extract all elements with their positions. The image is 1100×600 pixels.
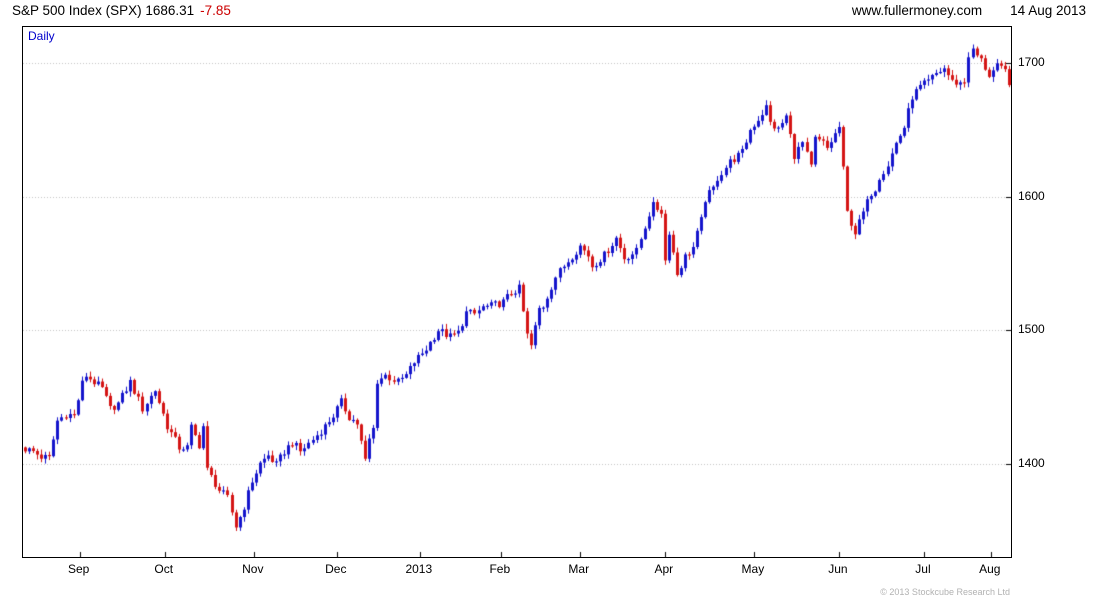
x-axis-label: Oct <box>154 562 174 576</box>
y-axis-label: 1700 <box>1018 55 1045 70</box>
x-axis-label: Sep <box>68 562 90 576</box>
price-change: -7.85 <box>200 3 231 18</box>
chart-date: 14 Aug 2013 <box>1010 3 1086 18</box>
copyright-notice: © 2013 Stockcube Research Ltd <box>880 587 1010 597</box>
x-axis-label: Jul <box>915 562 931 576</box>
x-axis-label: Feb <box>489 562 511 576</box>
title-bar: S&P 500 Index (SPX) 1686.31 -7.85 www.ful… <box>12 3 1086 18</box>
website-url: www.fullermoney.com <box>851 3 983 18</box>
y-axis-label: 1600 <box>1018 188 1045 203</box>
x-axis-label: Mar <box>568 562 590 576</box>
candlestick-canvas <box>23 27 1011 557</box>
x-axis-label: Apr <box>654 562 674 576</box>
plot-area: Daily <box>22 26 1012 558</box>
title-right-group: www.fullermoney.com 14 Aug 2013 <box>852 3 1086 18</box>
x-axis-label: May <box>741 562 765 576</box>
x-axis-label: Dec <box>325 562 347 576</box>
timeframe-label: Daily <box>28 29 55 43</box>
x-axis-label: Jun <box>828 562 848 576</box>
instrument-title-group: S&P 500 Index (SPX) 1686.31 -7.85 <box>12 3 231 18</box>
y-axis-label: 1500 <box>1018 322 1045 337</box>
x-axis-label: 2013 <box>405 562 433 576</box>
x-axis-label: Nov <box>242 562 264 576</box>
x-axis-label: Aug <box>979 562 1001 576</box>
instrument-title: S&P 500 Index (SPX) 1686.31 <box>12 3 195 18</box>
y-axis-label: 1400 <box>1018 455 1045 470</box>
